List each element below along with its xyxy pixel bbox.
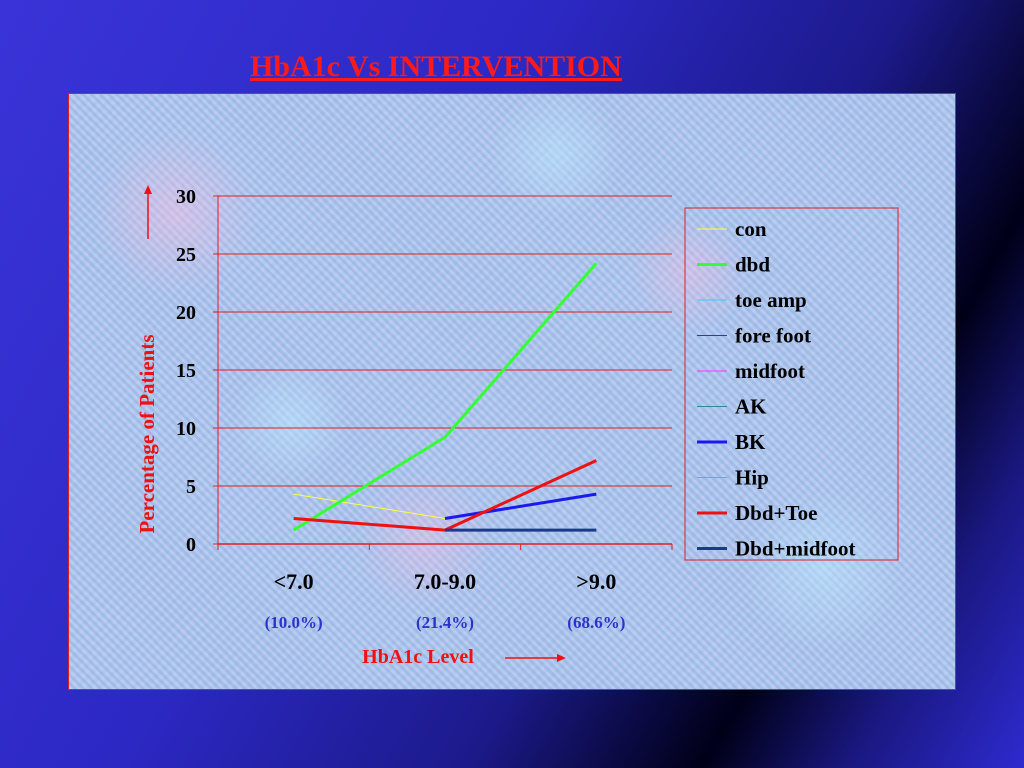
axis-labels: 0 5 10 15 20 25 30 <7.0 7.0-9.0 >9.0 (10.0%) (21.4%… <box>135 185 625 668</box>
legend-label: dbd <box>735 253 770 277</box>
legend-label: AK <box>735 395 767 419</box>
x-category-note: (21.4%) <box>416 613 474 632</box>
legend-label: Dbd+Toe <box>735 501 817 525</box>
series-line-bk <box>444 492 597 520</box>
legend-label: midfoot <box>735 359 805 383</box>
title-wrap: HbA1c Vs INTERVENTION <box>250 50 622 84</box>
line-chart: 0 5 10 15 20 25 30 <7.0 7.0-9.0 >9.0 (10.0%) (21.4%… <box>135 185 899 668</box>
x-axis-title: HbA1c Level <box>362 646 474 668</box>
series-line-dbd <box>292 262 598 532</box>
legend-label: toe amp <box>735 288 807 312</box>
x-category-note: (10.0%) <box>265 613 323 632</box>
gridlines <box>218 195 672 487</box>
x-tick-label: >9.0 <box>576 569 616 594</box>
chart-panel: 0 5 10 15 20 25 30 <7.0 7.0-9.0 >9.0 (10.0%) (21.4%… <box>68 93 956 690</box>
x-tick-label: 7.0-9.0 <box>414 569 476 594</box>
legend-label: Dbd+midfoot <box>735 537 855 561</box>
x-category-note: (68.6%) <box>567 613 625 632</box>
y-tick-label: 25 <box>176 244 196 266</box>
y-tick-label: 0 <box>186 534 196 556</box>
legend-box <box>684 207 899 561</box>
y-axis-title: Percentage of Patients <box>135 334 159 533</box>
series-line-con <box>293 493 446 519</box>
y-axis-arrow-head <box>144 185 152 194</box>
x-axis-arrow-head <box>557 654 566 662</box>
legend-label: con <box>735 217 767 241</box>
y-tick-label: 30 <box>176 186 196 208</box>
y-tick-label: 20 <box>176 302 196 324</box>
y-tick-label: 5 <box>186 476 196 498</box>
axes <box>213 195 673 550</box>
series-line-dbd-toe <box>293 459 597 532</box>
legend-label: fore foot <box>735 324 811 348</box>
legend-label: BK <box>735 430 766 454</box>
y-tick-label: 10 <box>176 418 196 440</box>
slide-title: HbA1c Vs INTERVENTION <box>250 50 622 83</box>
y-tick-label: 15 <box>176 360 196 382</box>
x-tick-label: <7.0 <box>274 569 314 594</box>
series-lines <box>292 262 598 532</box>
legend: con dbd toe amp fore foot midfoot AK BK Hip Dbd+… <box>684 207 899 561</box>
legend-label: Hip <box>735 466 769 490</box>
